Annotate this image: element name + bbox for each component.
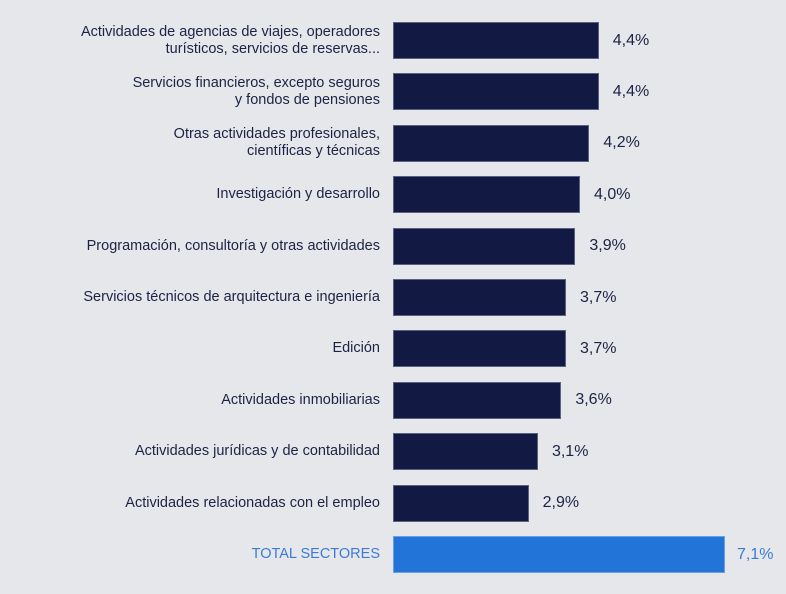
bar bbox=[393, 22, 599, 59]
value-label: 7,1% bbox=[737, 545, 774, 563]
category-label-line: Servicios financieros, excepto seguros bbox=[132, 74, 380, 91]
category-label-line: Actividades inmobiliarias bbox=[221, 391, 380, 408]
category-label-line: Programación, consultoría y otras activi… bbox=[86, 237, 380, 254]
value-label: 4,2% bbox=[603, 134, 640, 152]
category-label-line: Actividades jurídicas y de contabilidad bbox=[134, 443, 380, 460]
category-label: Actividades inmobiliarias bbox=[0, 392, 380, 409]
category-label: Servicios financieros, excepto seguros y … bbox=[0, 75, 380, 109]
bar bbox=[393, 330, 566, 368]
category-label-line: Servicios técnicos de arquitectura e ing… bbox=[83, 289, 380, 305]
category-label: Programación, consultoría y otras activi… bbox=[0, 238, 380, 255]
category-label-line: y fondos de pensiones bbox=[234, 91, 380, 108]
value-label: 4,4% bbox=[612, 31, 650, 49]
category-label-line: Investigación y desarrollo bbox=[216, 186, 380, 203]
total-bar bbox=[393, 536, 725, 573]
bar bbox=[393, 279, 566, 316]
bar bbox=[393, 227, 576, 265]
category-label-line: Actividades de agencias de viajes, opera… bbox=[80, 23, 380, 40]
category-label: TOTAL SECTORES bbox=[0, 546, 380, 563]
category-label: Actividades relacionadas con el empleo bbox=[0, 495, 380, 512]
category-label: Actividades de agencias de viajes, opera… bbox=[0, 24, 380, 58]
category-label-line: TOTAL SECTORES bbox=[251, 546, 380, 562]
value-label: 3,7% bbox=[580, 339, 617, 357]
bar bbox=[393, 124, 590, 162]
category-label-line: Actividades relacionadas con el empleo bbox=[125, 494, 380, 511]
category-label-line: Edición bbox=[332, 340, 380, 357]
category-label: Edición bbox=[0, 340, 380, 357]
bar bbox=[393, 484, 529, 522]
value-label: 2,9% bbox=[542, 494, 580, 512]
category-label-line: científicas y técnicas bbox=[247, 143, 380, 160]
category-label: Servicios técnicos de arquitectura e ing… bbox=[0, 289, 380, 306]
category-label-line: turísticos, servicios de reservas... bbox=[165, 40, 380, 57]
value-label: 3,9% bbox=[589, 237, 626, 255]
category-label: Actividades jurídicas y de contabilidad bbox=[0, 443, 380, 460]
value-label: 4,0% bbox=[594, 185, 631, 203]
bar bbox=[393, 176, 581, 214]
value-label: 3,7% bbox=[580, 288, 617, 306]
category-label: Otras actividades profesionales, científi… bbox=[0, 126, 380, 160]
bar bbox=[393, 381, 562, 419]
value-label: 4,4% bbox=[612, 82, 650, 100]
value-label: 3,1% bbox=[551, 442, 589, 460]
category-label: Investigación y desarrollo bbox=[0, 186, 380, 203]
value-label: 3,6% bbox=[575, 391, 612, 409]
bar bbox=[393, 73, 599, 111]
category-label-line: Otras actividades profesionales, bbox=[173, 126, 380, 143]
bar bbox=[393, 433, 538, 471]
